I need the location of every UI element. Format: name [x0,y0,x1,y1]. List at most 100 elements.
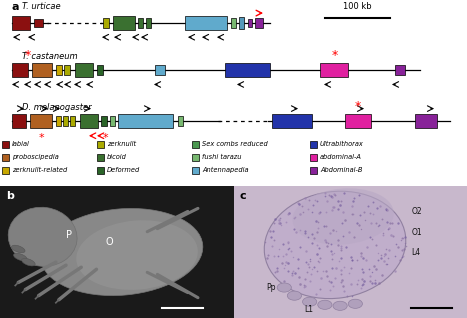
Point [282,220,290,225]
Text: *: * [25,49,31,62]
Bar [30,114,52,128]
Point [284,239,291,245]
Point [321,193,329,198]
Bar [12,16,30,30]
Text: zerknullt: zerknullt [107,141,136,147]
Point [313,198,321,203]
Point [400,246,408,251]
Point [334,206,341,211]
Point [274,254,281,259]
Point [284,240,292,245]
Point [282,251,290,256]
Bar [12,63,28,77]
Point [280,266,287,271]
Point [332,193,339,198]
Point [322,239,330,244]
Point [330,251,338,256]
Text: *: * [332,49,338,62]
Point [294,266,302,271]
Point [313,251,320,256]
Point [308,209,316,214]
Point [337,199,345,204]
Point [305,264,313,269]
Point [318,276,325,281]
Text: L4: L4 [411,247,420,257]
Point [337,247,345,252]
Point [298,204,306,209]
Point [311,197,318,203]
Point [322,209,330,214]
Point [306,279,313,284]
Point [312,219,319,224]
Point [330,284,337,289]
Point [375,223,382,228]
Bar [56,116,61,126]
Bar [97,167,104,174]
Text: *: * [38,133,44,143]
Bar [2,167,9,174]
Point [271,270,278,275]
Point [366,273,373,278]
Point [398,235,406,240]
Point [295,275,302,280]
Bar [395,66,405,75]
Point [313,268,320,273]
Point [347,255,355,260]
Text: L1: L1 [304,305,313,315]
Text: *: * [102,133,108,143]
Text: O: O [106,237,113,247]
Ellipse shape [303,297,317,306]
Bar [255,18,263,28]
Point [289,271,296,276]
Point [264,255,271,260]
Bar [64,66,70,75]
Text: Ultrabithorax: Ultrabithorax [320,141,364,147]
Point [289,254,297,259]
Point [365,266,373,271]
Point [300,283,308,288]
Point [369,200,377,205]
Point [294,256,302,261]
Point [309,240,316,245]
Text: Sex combs reduced: Sex combs reduced [202,141,268,147]
Point [303,269,310,274]
Point [280,279,288,284]
Point [380,259,387,264]
Point [280,253,287,258]
Point [291,215,299,220]
Point [334,237,342,242]
Bar [97,154,104,161]
Point [375,222,383,227]
Point [340,288,347,293]
Point [360,255,367,260]
Point [382,247,389,252]
Point [285,245,292,251]
Ellipse shape [8,207,77,266]
Point [291,270,299,275]
Point [327,280,334,285]
Point [315,260,323,265]
Ellipse shape [12,245,25,253]
Point [270,254,278,259]
Point [379,231,387,236]
Point [296,228,304,233]
Point [395,221,402,226]
Point [371,278,379,283]
Point [358,283,366,288]
Point [301,284,308,289]
Point [397,238,405,243]
Point [367,211,374,216]
Point [370,264,377,269]
Point [285,210,293,215]
Point [270,221,277,226]
Point [269,228,277,233]
Ellipse shape [264,191,406,299]
Point [385,256,392,261]
Bar [310,141,317,148]
Bar [310,167,317,174]
Point [392,241,399,246]
Point [302,259,310,264]
Point [396,257,404,262]
Bar [103,18,109,28]
Point [401,234,408,239]
